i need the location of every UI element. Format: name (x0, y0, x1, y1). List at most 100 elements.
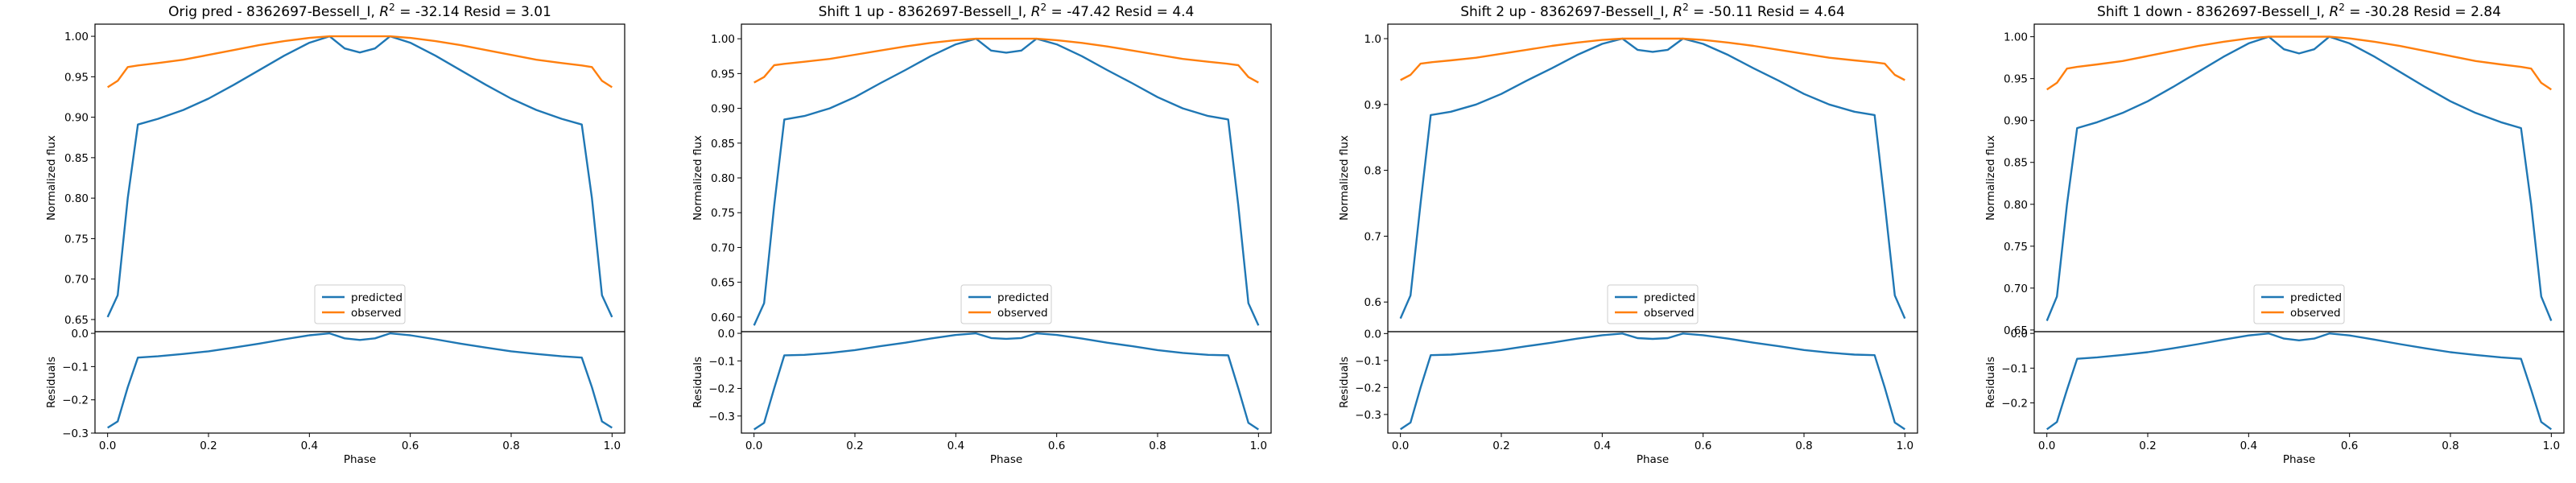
x-tick-label: 1.0 (1250, 440, 1267, 452)
x-tick-label: 1.0 (604, 440, 621, 452)
series-line-predicted (2046, 35, 2553, 321)
y-tick-label: 0.65 (2004, 324, 2028, 337)
y-tick-label: 0.60 (711, 312, 735, 324)
x-tick-label: 0.6 (1695, 440, 1711, 452)
x-axis-label: Phase (990, 453, 1022, 466)
legend-label-observed: observed (351, 307, 402, 320)
y-tick-label: 0.80 (64, 192, 89, 205)
x-axis-label: Phase (1637, 453, 1669, 466)
legend: predicted observed (1607, 284, 1699, 324)
y-tick-label: 0.95 (711, 68, 735, 80)
chart-title-superscript: 2 (1041, 2, 1047, 13)
chart-title-text: Shift 2 up - 8362697-Bessell_I, (1460, 4, 1673, 20)
x-tick-label: 0.0 (745, 440, 762, 452)
y-axis-label: Normalized flux (45, 135, 58, 221)
y-tick-label: 0.70 (711, 242, 735, 254)
y-tick-label: 0.90 (2004, 115, 2028, 128)
series-line-predicted (753, 37, 1260, 326)
residual-line (753, 332, 1259, 431)
y-tick-label: 1.00 (64, 31, 89, 43)
chart-title: Shift 1 up - 8362697-Bessell_I, R2 = -47… (819, 2, 1195, 20)
series-line-observed (753, 37, 1259, 84)
resid-y-tick-label: 0.0 (1364, 328, 1381, 341)
y-axis-label: Normalized flux (1338, 135, 1351, 221)
y-tick-label: 0.70 (2004, 283, 2028, 295)
x-tick-label: 0.2 (200, 440, 217, 452)
legend-label-predicted: predicted (351, 291, 402, 304)
y-tick-label: 0.85 (711, 138, 735, 151)
residual-line (107, 332, 613, 429)
y-tick-label: 0.9 (1364, 99, 1381, 112)
chart-title-stats: = -30.28 Resid = 2.84 (2345, 4, 2501, 20)
y-axis-label: Normalized flux (691, 135, 704, 221)
y-tick-label: 0.6 (1364, 296, 1381, 309)
resid-y-tick-label: −0.1 (708, 355, 735, 368)
resid-y-tick-label: −0.2 (708, 383, 735, 396)
x-tick-label: 0.2 (846, 440, 863, 452)
y-tick-label: 0.85 (2004, 157, 2028, 170)
resid-y-tick-label: 0.0 (2011, 328, 2028, 341)
chart-title-stats: = -47.42 Resid = 4.4 (1046, 4, 1194, 20)
x-tick-label: 0.8 (1795, 440, 1812, 452)
chart-title: Shift 1 down - 8362697-Bessell_I, R2 = -… (2097, 2, 2501, 20)
x-axis-label: Phase (344, 453, 376, 466)
resid-y-tick-label: −0.1 (2001, 362, 2028, 375)
residual-line (1400, 332, 1905, 431)
panel-3: Shift 2 up - 8362697-Bessell_I, R2 = -50… (1338, 2, 1918, 466)
resid-y-tick-label: 0.0 (72, 328, 89, 341)
x-tick-label: 0.2 (1492, 440, 1509, 452)
residual-y-axis-label: Residuals (45, 357, 58, 408)
y-tick-label: 0.8 (1364, 165, 1381, 178)
residual-axes-frame (94, 331, 625, 434)
resid-y-tick-label: 0.0 (718, 328, 735, 341)
x-tick-label: 0.6 (1048, 440, 1065, 452)
x-tick-label: 0.8 (2442, 440, 2458, 452)
x-axis-label: Phase (2283, 453, 2315, 466)
x-tick-label: 0.8 (1149, 440, 1166, 452)
x-tick-label: 0.0 (2038, 440, 2055, 452)
residual-axes-frame (741, 331, 1272, 434)
chart-title-r: R (1031, 4, 1041, 20)
chart-title-superscript: 2 (389, 2, 395, 13)
x-tick-label: 0.8 (502, 440, 519, 452)
legend-label-predicted: predicted (997, 291, 1049, 304)
residual-y-axis-label: Residuals (691, 357, 704, 408)
y-tick-label: 0.70 (64, 274, 89, 287)
residual-axes-frame (2033, 331, 2565, 434)
chart-title-text: Orig pred - 8362697-Bessell_I, (168, 4, 379, 20)
chart-title-stats: = -50.11 Resid = 4.64 (1689, 4, 1845, 20)
y-tick-label: 0.65 (711, 277, 735, 290)
legend-label-predicted: predicted (2290, 291, 2342, 304)
chart-title-superscript: 2 (1682, 2, 1689, 13)
resid-y-tick-label: −0.1 (62, 361, 89, 374)
chart-title-stats: = -32.14 Resid = 3.01 (395, 4, 551, 20)
series-line-predicted (106, 35, 613, 318)
chart-title-text: Shift 1 up - 8362697-Bessell_I, (819, 4, 1031, 20)
legend-box (314, 284, 406, 324)
x-tick-label: 0.6 (2341, 440, 2358, 452)
x-tick-label: 1.0 (1897, 440, 1913, 452)
y-tick-label: 0.95 (64, 71, 89, 84)
y-tick-label: 0.90 (711, 103, 735, 116)
y-tick-label: 0.75 (2004, 241, 2028, 254)
legend-box (960, 284, 1052, 324)
chart-title-r: R (379, 4, 389, 20)
y-tick-label: 0.80 (711, 172, 735, 185)
x-tick-label: 0.4 (301, 440, 318, 452)
chart-title: Shift 2 up - 8362697-Bessell_I, R2 = -50… (1460, 2, 1845, 20)
series-line-observed (1400, 37, 1905, 81)
legend: predicted observed (2253, 284, 2345, 324)
resid-y-tick-label: −0.2 (2001, 397, 2028, 410)
y-tick-label: 0.75 (711, 207, 735, 220)
x-tick-label: 0.4 (2240, 440, 2257, 452)
x-tick-label: 0.0 (1392, 440, 1409, 452)
panel-1: Orig pred - 8362697-Bessell_I, R2 = -32.… (45, 2, 625, 466)
legend-box (1607, 284, 1699, 324)
y-tick-label: 0.65 (64, 314, 89, 327)
panel-2: Shift 1 up - 8362697-Bessell_I, R2 = -47… (691, 2, 1272, 466)
y-tick-label: 0.75 (64, 233, 89, 246)
panel-4: Shift 1 down - 8362697-Bessell_I, R2 = -… (1984, 2, 2565, 466)
y-tick-label: 0.85 (64, 152, 89, 165)
x-tick-label: 0.2 (2139, 440, 2156, 452)
y-tick-label: 0.80 (2004, 199, 2028, 212)
